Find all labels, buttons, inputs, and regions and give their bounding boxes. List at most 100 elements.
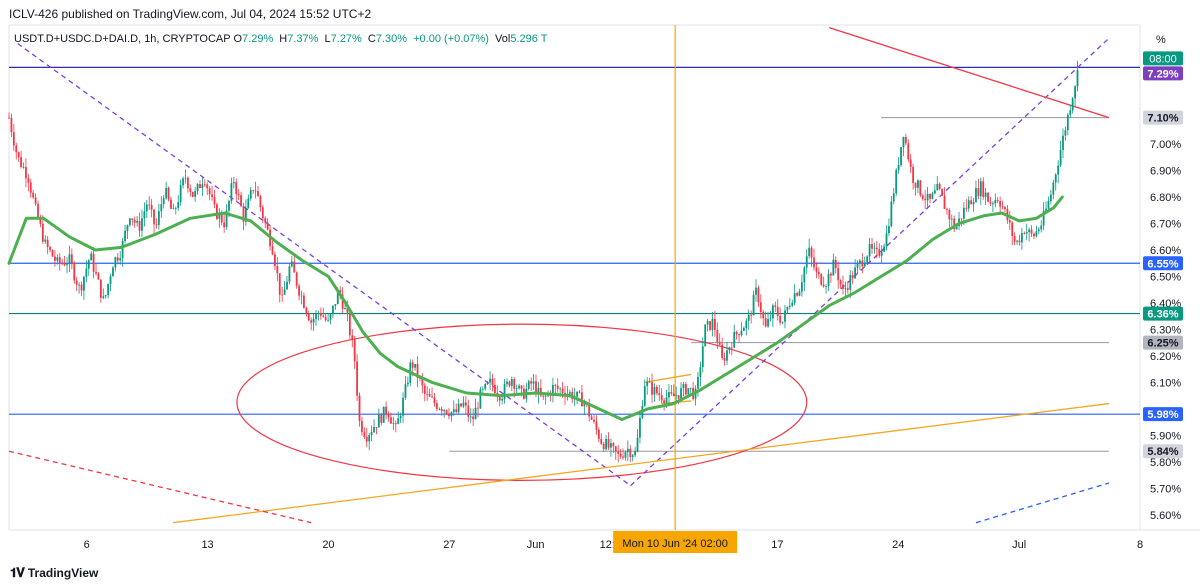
candle-body bbox=[278, 273, 281, 295]
candle-body bbox=[619, 453, 622, 457]
candle-body bbox=[203, 184, 206, 186]
candle-body bbox=[972, 202, 975, 205]
candle-body bbox=[300, 295, 303, 297]
candle-body bbox=[1054, 174, 1057, 183]
candle-body bbox=[368, 435, 371, 442]
candle-body bbox=[946, 208, 948, 210]
candle-body bbox=[617, 451, 620, 454]
candle-body bbox=[796, 293, 798, 296]
tradingview-brand[interactable]: 𝟏𝐕 TradingView bbox=[10, 565, 98, 581]
candle-body bbox=[99, 279, 102, 298]
candle-body bbox=[834, 259, 837, 269]
candle-body bbox=[467, 405, 470, 417]
candle-body bbox=[498, 395, 501, 401]
candle-body bbox=[745, 320, 748, 329]
candle-body bbox=[455, 409, 458, 413]
candle-body bbox=[257, 190, 259, 197]
candle-body bbox=[1033, 233, 1035, 237]
candle-body bbox=[165, 187, 168, 199]
candle-body bbox=[987, 192, 989, 202]
candle-body bbox=[1011, 222, 1014, 236]
candle-body bbox=[90, 253, 93, 261]
candle-body bbox=[537, 387, 540, 395]
candle-body bbox=[771, 305, 774, 319]
candle-body bbox=[597, 429, 600, 439]
badge-label: 6.55% bbox=[1147, 258, 1178, 270]
badge-bg bbox=[1143, 110, 1183, 125]
candle-body bbox=[866, 256, 869, 263]
candle-body bbox=[469, 416, 472, 418]
candle-body bbox=[989, 201, 992, 204]
candle-body bbox=[842, 284, 844, 289]
candle-body bbox=[830, 273, 832, 276]
candle-body bbox=[440, 408, 443, 412]
candle-body bbox=[544, 395, 547, 397]
trend-line bbox=[828, 27, 1110, 119]
candle-body bbox=[1025, 232, 1028, 234]
candle-body bbox=[452, 409, 455, 413]
candle-body bbox=[817, 271, 820, 275]
candle-body bbox=[962, 207, 965, 219]
candle-body bbox=[15, 145, 18, 153]
candle-body bbox=[897, 165, 900, 170]
candle-body bbox=[658, 393, 661, 396]
candle-body bbox=[982, 181, 985, 197]
candle-body bbox=[755, 287, 757, 295]
candle-body bbox=[348, 312, 351, 336]
candle-body bbox=[665, 397, 668, 403]
candle-body bbox=[377, 414, 380, 428]
candle-body bbox=[191, 191, 194, 197]
candle-body bbox=[39, 218, 42, 224]
candle-body bbox=[513, 379, 516, 389]
time-axis: 6132027Jun12:001724Jul8Mon 10 Jun '24 02… bbox=[84, 531, 1143, 553]
candle-body bbox=[675, 395, 678, 397]
candle-body bbox=[733, 332, 736, 348]
x-tick-label: 13 bbox=[201, 539, 213, 551]
candle-body bbox=[358, 395, 361, 421]
candle-body bbox=[481, 388, 484, 390]
candle-body bbox=[600, 438, 603, 444]
candle-body bbox=[27, 178, 30, 183]
candle-body bbox=[208, 188, 211, 195]
candles bbox=[8, 60, 1079, 463]
candle-body bbox=[1062, 135, 1064, 151]
candle-body bbox=[960, 218, 963, 220]
candle-body bbox=[124, 230, 126, 241]
candle-body bbox=[759, 302, 762, 312]
candle-body bbox=[764, 318, 767, 327]
y-tick-label: 7.00% bbox=[1150, 139, 1181, 151]
candle-body bbox=[933, 190, 936, 194]
candle-body bbox=[742, 328, 745, 331]
candle-body bbox=[141, 218, 143, 231]
candle-body bbox=[102, 296, 105, 298]
badge-bg bbox=[1143, 306, 1183, 321]
candle-body bbox=[1023, 232, 1026, 234]
badge-time: 08:00 bbox=[1149, 53, 1177, 65]
candle-body bbox=[486, 382, 489, 384]
candle-body bbox=[73, 264, 76, 281]
candle-body bbox=[684, 384, 687, 395]
candle-body bbox=[341, 294, 344, 309]
badge-label: 7.10% bbox=[1147, 113, 1178, 125]
candle-body bbox=[629, 448, 632, 458]
candle-body bbox=[1016, 240, 1018, 242]
candle-body bbox=[61, 262, 64, 264]
y-tick-label: 6.60% bbox=[1150, 245, 1181, 257]
candle-body bbox=[730, 347, 733, 349]
candle-body bbox=[75, 280, 78, 285]
candle-body bbox=[196, 184, 199, 192]
candle-body bbox=[912, 166, 915, 183]
candle-body bbox=[247, 198, 250, 209]
badge-bg bbox=[1143, 256, 1183, 271]
candle-body bbox=[37, 203, 39, 219]
candle-body bbox=[697, 376, 699, 389]
candle-body bbox=[706, 321, 709, 325]
candle-body bbox=[779, 315, 782, 323]
moving-average bbox=[7, 195, 1064, 421]
candle-body bbox=[851, 275, 854, 279]
candle-body bbox=[994, 200, 997, 204]
candle-body bbox=[581, 392, 583, 407]
candle-body bbox=[1035, 231, 1038, 237]
candle-body bbox=[406, 382, 409, 385]
